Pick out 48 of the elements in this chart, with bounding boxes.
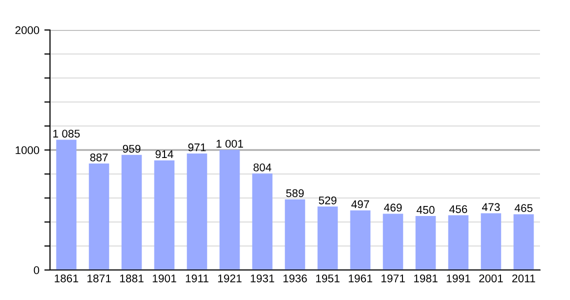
- bar: [448, 215, 468, 270]
- data-label: 473: [482, 203, 500, 212]
- data-label: 887: [90, 153, 108, 162]
- bar: [382, 214, 404, 270]
- x-tick-label: 1981: [414, 274, 438, 282]
- x-tick-label: 1871: [87, 274, 111, 282]
- x-tick-label: 1991: [446, 274, 470, 282]
- data-label: 456: [449, 205, 468, 214]
- x-tick-label: 2001: [479, 274, 503, 282]
- data-label: 959: [122, 144, 140, 153]
- y-tick-label: 0: [34, 266, 40, 274]
- bar: [514, 214, 534, 270]
- x-tick-label: 1971: [381, 274, 405, 282]
- x-tick-label: 1901: [152, 274, 176, 282]
- data-label: 804: [254, 163, 272, 172]
- data-label: 1 001: [216, 140, 244, 148]
- bar: [56, 140, 76, 270]
- bar: [416, 216, 436, 270]
- data-label: 465: [514, 204, 532, 212]
- data-label: 1 085: [53, 130, 80, 138]
- bar: [88, 164, 110, 270]
- y-tick-label: 1000: [16, 146, 40, 154]
- bar: [252, 174, 272, 270]
- x-tick-label: 1861: [54, 274, 78, 282]
- bar: [284, 199, 306, 270]
- x-tick-label: 1881: [120, 274, 144, 282]
- bar: [220, 150, 240, 270]
- bar: [154, 160, 174, 270]
- bar: [122, 154, 142, 270]
- x-tick-label: 1936: [283, 274, 307, 282]
- data-label: 469: [384, 204, 402, 212]
- data-label: 497: [351, 200, 370, 208]
- x-tick-label: 1961: [348, 274, 372, 282]
- x-tick-label: 2011: [512, 274, 536, 282]
- data-label: 529: [318, 196, 336, 204]
- data-label: 589: [286, 189, 304, 198]
- data-label: 914: [156, 150, 174, 158]
- y-tick-label: 2000: [15, 26, 40, 34]
- x-tick-label: 1931: [250, 274, 274, 282]
- bar: [350, 210, 370, 270]
- data-label: 971: [188, 143, 206, 152]
- data-label: 450: [416, 206, 434, 214]
- x-tick-label: 1921: [218, 274, 242, 282]
- x-tick-label: 1951: [316, 274, 340, 282]
- bar: [480, 213, 502, 270]
- bar: [186, 153, 208, 270]
- x-tick-label: 1911: [186, 274, 208, 282]
- bar: [318, 206, 338, 270]
